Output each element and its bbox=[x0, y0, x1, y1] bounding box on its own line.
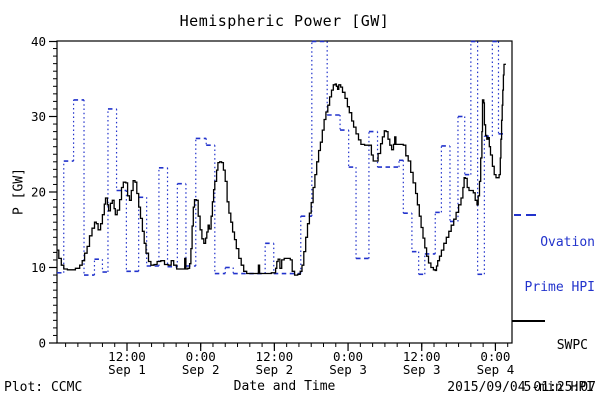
svg-text:Sep 1: Sep 1 bbox=[108, 362, 146, 377]
svg-text:0: 0 bbox=[38, 336, 46, 351]
svg-text:0:00: 0:00 bbox=[480, 349, 510, 364]
svg-text:40: 40 bbox=[31, 34, 46, 49]
svg-text:10: 10 bbox=[31, 260, 46, 275]
svg-text:12:00: 12:00 bbox=[256, 349, 294, 364]
legend-ovation-dash-icon bbox=[526, 214, 536, 216]
svg-text:0:00: 0:00 bbox=[333, 349, 363, 364]
plot-frame bbox=[56, 40, 513, 344]
x-axis-label: Date and Time bbox=[233, 379, 336, 394]
y-axis-label: P [GW] bbox=[11, 168, 27, 215]
y-axis-ticks bbox=[49, 40, 57, 344]
svg-text:12:00: 12:00 bbox=[108, 349, 146, 364]
svg-text:Sep 3: Sep 3 bbox=[329, 362, 367, 377]
svg-text:20: 20 bbox=[31, 185, 46, 200]
legend-ovation-label-line1: Ovation bbox=[540, 235, 595, 250]
svg-text:Sep 2: Sep 2 bbox=[182, 362, 220, 377]
svg-text:12:00: 12:00 bbox=[403, 349, 441, 364]
series-swpc-5min-hpi bbox=[57, 63, 506, 276]
plot-credit: Plot: CCMC bbox=[4, 380, 83, 395]
legend-swpc: SWPC 5-min HPI bbox=[524, 311, 594, 400]
svg-text:Sep 2: Sep 2 bbox=[256, 362, 294, 377]
chart-title: Hemispheric Power [GW] bbox=[179, 12, 390, 30]
series-ovation-prime-hpi bbox=[57, 40, 505, 276]
svg-text:Sep 4: Sep 4 bbox=[477, 362, 515, 377]
svg-text:0:00: 0:00 bbox=[186, 349, 216, 364]
svg-text:30: 30 bbox=[31, 109, 46, 124]
legend-swpc-line-icon bbox=[512, 320, 545, 322]
legend-swpc-label-line2: 5-min HPI bbox=[523, 380, 594, 395]
x-axis-ticks bbox=[65, 343, 509, 351]
svg-text:Sep 3: Sep 3 bbox=[403, 362, 441, 377]
legend-ovation-label-line2: Prime HPI bbox=[524, 280, 595, 295]
legend-ovation: Ovation Prime HPI bbox=[525, 205, 595, 325]
legend-ovation-dash-icon bbox=[514, 214, 521, 216]
legend-swpc-label-line1: SWPC bbox=[556, 338, 588, 353]
y-axis-tick-labels: 0 10 20 30 40 bbox=[31, 34, 46, 351]
plot-timestamp: 2015/09/04 01:25:07 bbox=[447, 380, 596, 395]
